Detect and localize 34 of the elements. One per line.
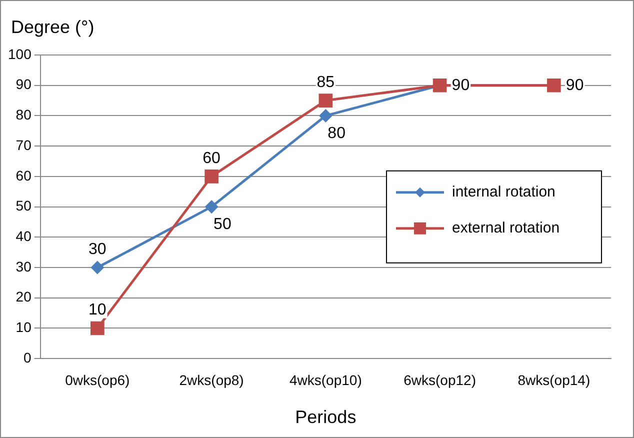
y-tick-label: 50 (16, 198, 32, 214)
y-tick-label: 80 (16, 106, 32, 123)
data-label: 60 (202, 150, 221, 167)
x-axis-title: Periods (295, 407, 356, 428)
data-label: 90 (566, 76, 584, 94)
y-tick-label: 100 (8, 46, 32, 62)
point (318, 94, 333, 108)
y-tick-label: 30 (16, 258, 32, 274)
point (91, 261, 104, 274)
point (205, 200, 218, 214)
data-label: 80 (328, 125, 346, 142)
y-tick-label: 70 (16, 136, 32, 153)
x-tick-label: 4wks(op10) (289, 372, 362, 388)
x-tick-label: 0wks(op6) (65, 372, 130, 388)
x-tick-label: 2wks(op8) (179, 372, 244, 388)
point (90, 321, 104, 336)
data-label: 10 (88, 302, 106, 319)
y-tick-label: 10 (16, 319, 32, 336)
y-tick-label: 90 (16, 76, 32, 92)
legend-label: internal rotation (452, 184, 556, 201)
y-tick-label: 40 (16, 228, 32, 244)
x-tick-label: 6wks(op12) (404, 372, 476, 388)
y-tick-label: 60 (16, 167, 32, 184)
data-label: 30 (88, 240, 106, 258)
y-tick-label: 0 (24, 349, 32, 366)
y-axis-title: Degree (°) (11, 16, 94, 37)
data-label: 85 (316, 74, 335, 91)
y-tick-label: 20 (16, 288, 32, 305)
data-label: 90 (452, 76, 470, 94)
data-label: 50 (214, 216, 232, 234)
point (319, 109, 332, 122)
point (204, 170, 218, 184)
x-tick-label: 8wks(op14) (518, 372, 590, 388)
legend-label: external rotation (452, 220, 560, 237)
